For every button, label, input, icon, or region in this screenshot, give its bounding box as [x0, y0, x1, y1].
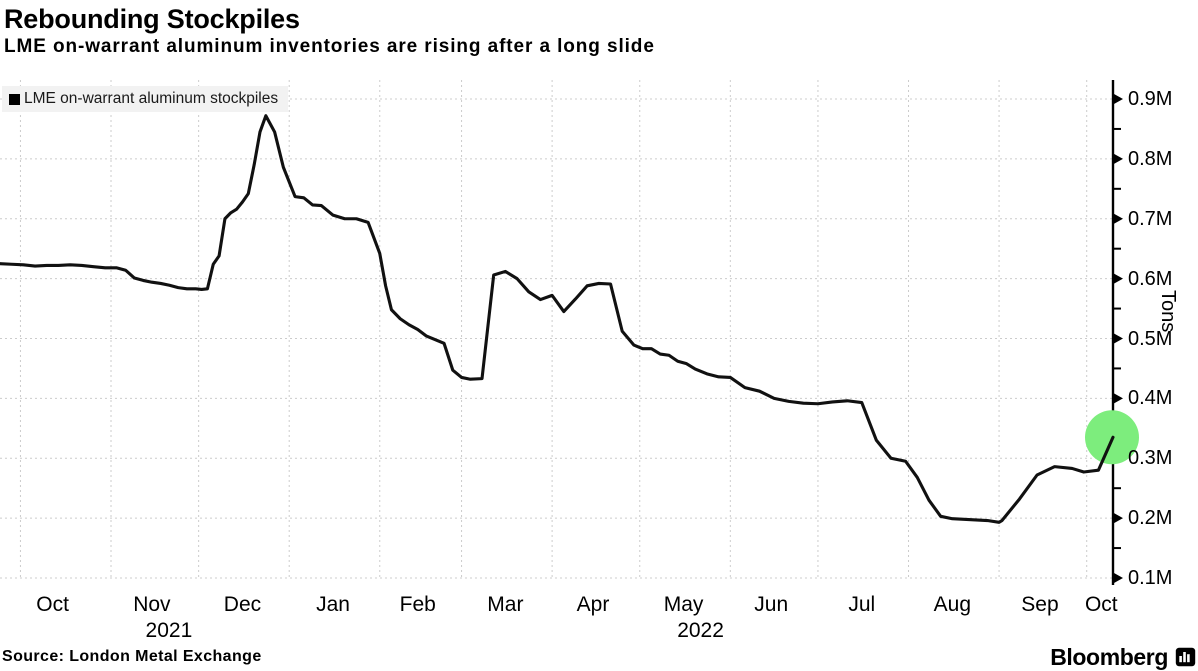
x-axis-year-label: 2022 [677, 619, 724, 642]
y-axis-tick-label: 0.4M [1128, 387, 1173, 410]
x-axis-tick-label: Jan [316, 593, 350, 616]
y-axis-major-tick [1114, 273, 1123, 284]
x-axis-tick-label: Dec [223, 593, 262, 616]
x-axis-tick-label: Oct [1084, 593, 1118, 616]
y-axis-title: Tons [1157, 290, 1179, 333]
y-axis-tick-label: 0.9M [1128, 88, 1173, 110]
x-axis-tick-label: Feb [399, 593, 436, 616]
chart-subtitle: LME on-warrant aluminum inventories are … [4, 36, 655, 57]
plot-area [0, 80, 1198, 585]
x-axis-tick-label: Apr [576, 593, 610, 616]
y-axis-major-tick [1114, 573, 1123, 583]
y-axis-major-tick [1114, 94, 1123, 104]
brand-name: Bloomberg [1050, 644, 1168, 670]
y-axis-tick-label: 0.1M [1128, 567, 1173, 589]
legend-item-label: LME on-warrant aluminum stockpiles [24, 90, 279, 107]
chart-header: Rebounding Stockpiles LME on-warrant alu… [0, 0, 1198, 59]
page-title: Rebounding Stockpiles [4, 4, 300, 34]
source-note: Source: London Metal Exchange [2, 648, 262, 665]
x-axis-tick-label: Nov [133, 593, 171, 616]
line-chart-canvas [0, 80, 1139, 585]
x-axis-tick-label: Aug [933, 593, 972, 616]
x-axis-tick-label: Sep [1021, 593, 1059, 616]
y-axis-major-tick [1114, 333, 1123, 344]
y-axis-tick-label: 0.2M [1128, 507, 1173, 530]
series-line-lme-stockpiles [0, 114, 1115, 524]
x-axis-tick-label: Jun [754, 593, 789, 616]
y-axis-major-tick [1114, 213, 1123, 224]
legend-square-icon [9, 93, 20, 105]
x-axis-year-label: 2021 [145, 619, 193, 642]
y-axis-tick-label: 0.3M [1128, 447, 1173, 470]
y-axis-major-tick [1114, 153, 1123, 164]
x-axis-tick-label: Oct [36, 593, 69, 616]
bloomberg-bars-logo-icon [1175, 647, 1196, 667]
x-axis-tick-label: Jul [848, 593, 876, 616]
y-axis-line-and-ticks [1111, 80, 1123, 585]
grid-lines [0, 80, 1113, 579]
y-axis-major-tick [1114, 393, 1123, 404]
y-axis-tick-label: 0.6M [1128, 267, 1173, 290]
y-axis-tick-label: 0.5M [1128, 327, 1173, 350]
x-axis-tick-label: May [663, 593, 704, 616]
y-axis-major-tick [1114, 513, 1123, 524]
x-axis-tick-label: Mar [487, 593, 524, 616]
y-axis-tick-label: 0.8M [1128, 147, 1173, 170]
chart-legend: LME on-warrant aluminum stockpiles [2, 86, 289, 112]
chart-footer: Source: London Metal Exchange Bloomberg [0, 645, 1198, 671]
bloomberg-branding: Bloomberg [1050, 645, 1196, 669]
y-axis-tick-label: 0.7M [1128, 207, 1173, 230]
